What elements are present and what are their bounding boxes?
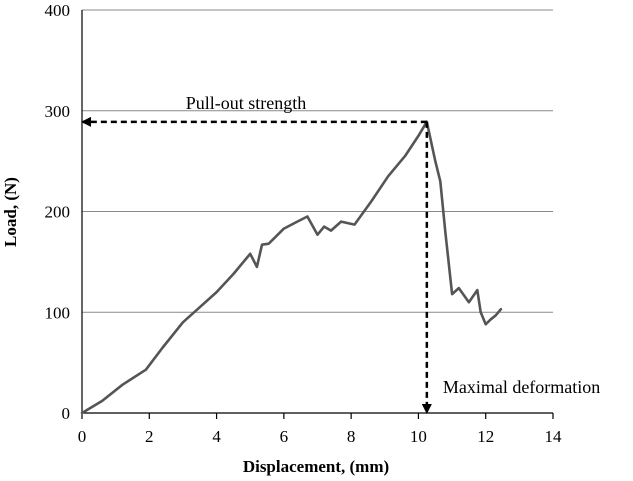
annotations: Pull-out strength Maximal deformation	[81, 93, 600, 414]
y-tick-label: 0	[62, 404, 71, 423]
maximal-deformation-label: Maximal deformation	[443, 377, 600, 397]
series-layer	[80, 120, 503, 415]
series-line	[80, 120, 503, 415]
x-tick-label: 4	[212, 427, 221, 446]
x-tick-label: 12	[477, 427, 494, 446]
y-tick-label: 300	[45, 102, 71, 121]
x-tick-label: 6	[280, 427, 289, 446]
pullout-strength-label: Pull-out strength	[186, 93, 307, 113]
y-tick-label: 400	[45, 1, 71, 20]
x-tick-label: 2	[145, 427, 154, 446]
y-tick-label: 100	[45, 303, 71, 322]
x-tick-label: 14	[545, 427, 563, 446]
axes	[81, 10, 554, 419]
gridlines	[82, 9, 553, 313]
y-axis-label: Load, (N)	[1, 177, 20, 247]
y-tick-label: 200	[45, 203, 71, 222]
x-tick-label: 0	[78, 427, 87, 446]
x-axis-label: Displacement, (mm)	[243, 457, 389, 476]
x-tick-label: 8	[347, 427, 356, 446]
x-tick-label: 10	[410, 427, 427, 446]
tick-labels: 0 100 200 300 400 0 2 4 6 8 10 12 14	[45, 1, 563, 446]
